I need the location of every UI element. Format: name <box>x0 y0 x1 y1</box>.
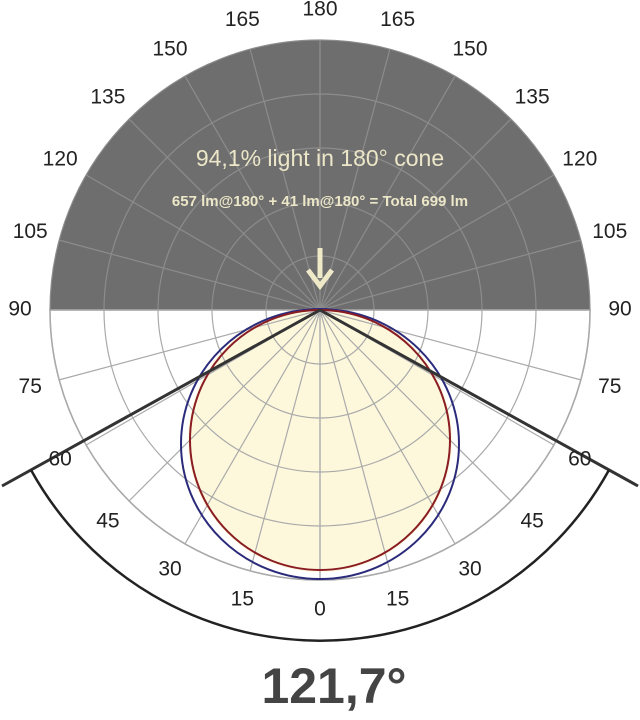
angle-label: 150 <box>152 38 187 61</box>
radial-line <box>319 75 456 311</box>
angle-label: 150 <box>452 38 487 61</box>
angle-label: 135 <box>515 85 550 108</box>
angle-label: 90 <box>8 298 31 321</box>
angle-label: 105 <box>13 220 48 243</box>
angle-label: 15 <box>386 587 409 610</box>
grid <box>49 39 591 581</box>
angle-labels: 15 30 45 60 75 90 105 120 135 150 165 15 30 45 60 75 90 1… <box>8 0 631 621</box>
radial-line <box>128 309 321 502</box>
radial-line <box>184 75 321 311</box>
angle-label: 90 <box>608 298 631 321</box>
cone-line <box>1 308 321 488</box>
angle-label: 45 <box>520 510 543 533</box>
radial-line <box>128 118 321 311</box>
angle-label: 105 <box>592 220 627 243</box>
cone-arc <box>29 469 611 642</box>
angle-label: 60 <box>568 448 591 471</box>
angle-label: 165 <box>380 8 415 31</box>
angle-label: 120 <box>43 148 78 171</box>
angle-label: 180 <box>302 0 337 21</box>
radial-line <box>319 118 512 311</box>
headline: 94,1% light in 180° cone <box>196 145 444 171</box>
radial-line <box>59 239 321 311</box>
angle-label: 60 <box>49 448 72 471</box>
angle-label: 30 <box>158 557 181 580</box>
radial-line <box>249 49 321 311</box>
radial-line <box>319 309 512 502</box>
angle-label: 15 <box>231 587 254 610</box>
beam-angle: 121,7° <box>261 658 406 714</box>
angle-label: 75 <box>19 375 42 398</box>
radial-line <box>249 309 321 571</box>
radial-line <box>319 174 555 311</box>
radial-line <box>85 174 321 311</box>
angle-label: 165 <box>225 8 260 31</box>
radial-line <box>319 309 391 571</box>
radial-line <box>319 49 391 311</box>
flux-text: 657 lm@180° + 41 lm@180° = Total 699 lm <box>172 193 468 210</box>
cone-line <box>319 308 639 488</box>
arrow <box>306 248 334 291</box>
radial-line <box>319 309 581 381</box>
radial-line <box>59 309 321 381</box>
radial-line <box>319 239 581 311</box>
angle-label: 120 <box>562 148 597 171</box>
angle-label: 45 <box>96 510 119 533</box>
angle-label: 75 <box>598 375 621 398</box>
angle-label: 30 <box>458 557 481 580</box>
angle-label: 0 <box>314 598 326 621</box>
angle-label: 135 <box>90 85 125 108</box>
